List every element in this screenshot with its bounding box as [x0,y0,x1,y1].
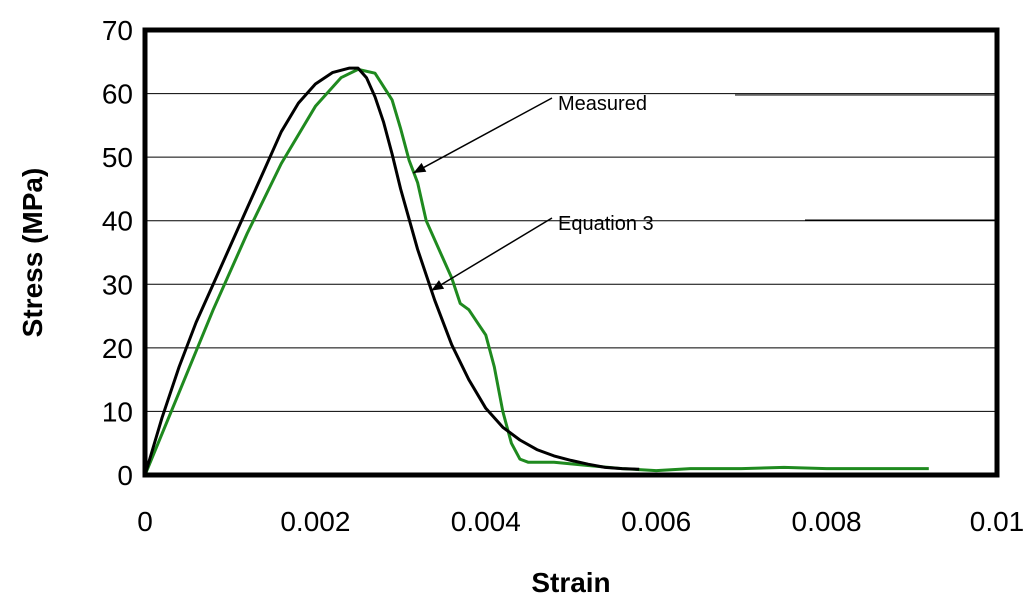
y-tick-label: 40 [102,206,133,237]
y-tick-label: 70 [102,15,133,46]
y-tick-label: 10 [102,396,133,427]
y-tick-label: 60 [102,79,133,110]
plot-area-border [142,27,1000,478]
x-tick-label: 0.008 [792,506,862,537]
x-tick-label: 0 [137,506,153,537]
annotation-arrowhead [431,280,445,291]
y-tick-label: 50 [102,142,133,173]
tick-labels: 0 10 20 30 40 50 60 70 0 0.002 0.004 0.006 0.008 0.01 [102,15,1024,537]
series-line-measured [143,67,929,476]
series-line-equation-3 [143,66,640,476]
x-tick-label: 0.006 [621,506,691,537]
series-layer [143,66,929,476]
gridlines [145,93,997,412]
x-tick-label: 0.004 [451,506,521,537]
x-tick-label: 0.01 [970,506,1025,537]
annotations: Measured Equation 3 [413,93,997,292]
y-axis-title: Stress (MPa) [17,168,48,338]
annotation-label: Measured [558,93,647,115]
annotation-arrow [430,217,553,292]
x-axis-title: Strain [531,567,610,598]
annotation-arrow [413,97,553,174]
y-tick-label: 30 [102,269,133,300]
annotation-arrowhead [413,162,427,174]
y-tick-label: 20 [102,333,133,364]
x-tick-label: 0.002 [280,506,350,537]
annotation-label: Equation 3 [558,213,654,235]
y-tick-label: 0 [117,460,133,491]
